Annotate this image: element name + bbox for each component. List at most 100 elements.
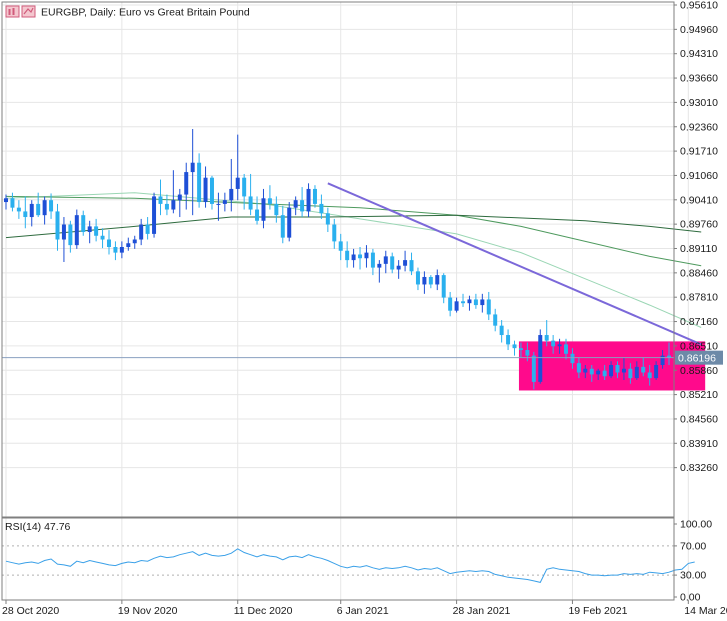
candle-body bbox=[473, 299, 478, 306]
moving-average-line bbox=[5, 192, 702, 328]
candle-body bbox=[49, 200, 54, 212]
candle-body bbox=[531, 355, 536, 382]
candle-body bbox=[36, 203, 41, 216]
candle-body bbox=[589, 368, 594, 375]
candle-body bbox=[667, 355, 671, 358]
candle-body bbox=[81, 215, 86, 233]
candle-body bbox=[454, 301, 459, 311]
candle-body bbox=[209, 177, 214, 204]
time-tick-label: 19 Nov 2020 bbox=[118, 605, 178, 617]
candle-body bbox=[609, 365, 614, 377]
candle-body bbox=[461, 301, 466, 304]
price-tick-label: 0.89110 bbox=[680, 243, 717, 255]
chart-title: EURGBP, Daily: Euro vs Great Britain Pou… bbox=[41, 7, 250, 19]
candle-body bbox=[203, 177, 208, 203]
moving-averages bbox=[5, 192, 702, 328]
candle-body bbox=[119, 247, 124, 253]
candle-body bbox=[634, 366, 639, 379]
candle-body bbox=[171, 200, 176, 210]
candle-body bbox=[435, 275, 440, 285]
candle-body bbox=[87, 226, 92, 233]
candle-body bbox=[139, 224, 144, 240]
time-tick-label: 19 Feb 2021 bbox=[568, 605, 627, 617]
candle-body bbox=[61, 224, 66, 240]
candle-body bbox=[512, 344, 517, 349]
rsi-tick-label: 70.00 bbox=[680, 540, 706, 552]
candle-body bbox=[248, 196, 253, 210]
rsi-tick-label: 0.00 bbox=[680, 592, 701, 604]
rsi-grid bbox=[2, 545, 674, 576]
candle-body bbox=[396, 265, 401, 270]
price-tick-label: 0.83910 bbox=[680, 438, 718, 450]
rsi-line bbox=[5, 548, 695, 583]
price-tick-label: 0.90410 bbox=[680, 194, 718, 206]
candle-body bbox=[132, 239, 137, 244]
candle-body bbox=[358, 254, 363, 259]
candle-body bbox=[518, 348, 523, 351]
price-tick-label: 0.89760 bbox=[680, 219, 718, 231]
candle-body bbox=[261, 198, 266, 221]
candle-body bbox=[113, 247, 118, 253]
time-axis: 28 Oct 2020 19 Nov 2020 11 Dec 2020 6 Jan 2… bbox=[2, 600, 727, 617]
candle-body bbox=[525, 350, 530, 356]
price-tick-label: 0.91060 bbox=[680, 170, 718, 182]
moving-average-line bbox=[5, 214, 702, 239]
candle-body bbox=[280, 215, 285, 238]
price-axis: 0.95610 0.94960 0.94310 0.93660 0.93010 0.923… bbox=[674, 0, 718, 474]
candle-body bbox=[229, 188, 234, 201]
time-tick-label: 14 Mar 2021 bbox=[684, 605, 727, 617]
candle-body bbox=[4, 198, 8, 203]
time-tick-label: 28 Oct 2020 bbox=[2, 605, 59, 617]
candle-body bbox=[332, 224, 337, 242]
candle-body bbox=[621, 368, 626, 373]
candle-body bbox=[164, 203, 169, 210]
candle-body bbox=[158, 196, 163, 204]
main-plot-frame bbox=[1, 1, 675, 518]
candle-body bbox=[564, 344, 569, 354]
price-tick-label: 0.95610 bbox=[680, 0, 718, 12]
rsi-tick-label: 30.00 bbox=[680, 570, 706, 582]
candle-body bbox=[596, 370, 601, 375]
candle-body bbox=[370, 252, 375, 268]
candle-body bbox=[544, 335, 549, 341]
price-tick-label: 0.93660 bbox=[680, 73, 718, 85]
candle-body bbox=[274, 203, 279, 216]
rsi-plot-frame bbox=[1, 517, 675, 601]
candle-body bbox=[647, 372, 652, 379]
candle-body bbox=[486, 299, 491, 315]
candle-body bbox=[506, 335, 511, 345]
price-tick-label: 0.87810 bbox=[680, 292, 718, 304]
candle-body bbox=[576, 363, 581, 373]
time-tick-label: 11 Dec 2020 bbox=[234, 605, 293, 617]
candle-body bbox=[615, 365, 620, 373]
candle-body bbox=[480, 299, 485, 306]
candles bbox=[4, 128, 671, 390]
candle-body bbox=[184, 172, 189, 195]
candle-body bbox=[409, 260, 414, 272]
price-tick-label: 0.85860 bbox=[680, 365, 718, 377]
candle-body bbox=[570, 353, 575, 364]
candle-body bbox=[293, 200, 298, 208]
candle-body bbox=[10, 198, 15, 208]
candle-body bbox=[403, 260, 408, 266]
price-tick-label: 0.83260 bbox=[680, 462, 718, 474]
candle-body bbox=[100, 235, 105, 240]
price-tick-label: 0.91710 bbox=[680, 146, 718, 158]
rsi-series bbox=[5, 548, 695, 583]
time-tick-label: 6 Jan 2021 bbox=[337, 605, 389, 617]
candle-body bbox=[23, 211, 28, 218]
candle-body bbox=[551, 340, 556, 347]
candle-body bbox=[338, 241, 343, 251]
candle-body bbox=[29, 203, 34, 218]
candle-body bbox=[300, 200, 305, 212]
price-tick-label: 0.86510 bbox=[680, 340, 718, 352]
candle-body bbox=[267, 198, 272, 204]
candle-body bbox=[325, 213, 330, 225]
candle-body bbox=[126, 243, 131, 248]
candle-body bbox=[422, 276, 427, 285]
candle-body bbox=[654, 365, 659, 379]
price-tick-label: 0.92360 bbox=[680, 121, 718, 133]
rsi-tick-label: 100.00 bbox=[680, 519, 712, 531]
